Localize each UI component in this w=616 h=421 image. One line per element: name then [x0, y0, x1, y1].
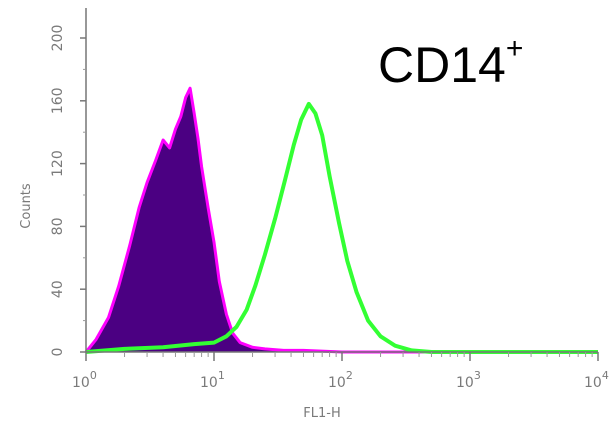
series-layer — [84, 86, 598, 354]
cd14-annotation: CD14+ — [378, 32, 523, 93]
y-tick-label-5: 200 — [50, 25, 66, 52]
series-0-area — [86, 88, 598, 352]
y-axis-title: Counts — [19, 183, 34, 229]
x-tick-label-0: 100 — [72, 369, 97, 391]
y-tick-label-1: 40 — [50, 280, 66, 298]
y-tick-label-3: 120 — [50, 150, 66, 177]
y-tick-label-0: 0 — [50, 348, 66, 357]
y-tick-label-4: 160 — [50, 87, 66, 114]
series-1-line — [85, 101, 598, 354]
x-tick-label-3: 103 — [456, 369, 481, 391]
x-tick-label-4: 104 — [584, 369, 609, 391]
x-tick-label-2: 102 — [328, 369, 353, 391]
axes-layer — [80, 8, 599, 361]
x-tick-label-1: 101 — [200, 369, 225, 391]
series-0-outline — [84, 86, 598, 354]
labels-layer: 100 101 102 103 104 0 40 80 120 160 200 FL1-H Counts… — [19, 25, 609, 421]
x-axis-title: FL1-H — [303, 406, 340, 421]
y-tick-label-2: 80 — [50, 217, 66, 235]
